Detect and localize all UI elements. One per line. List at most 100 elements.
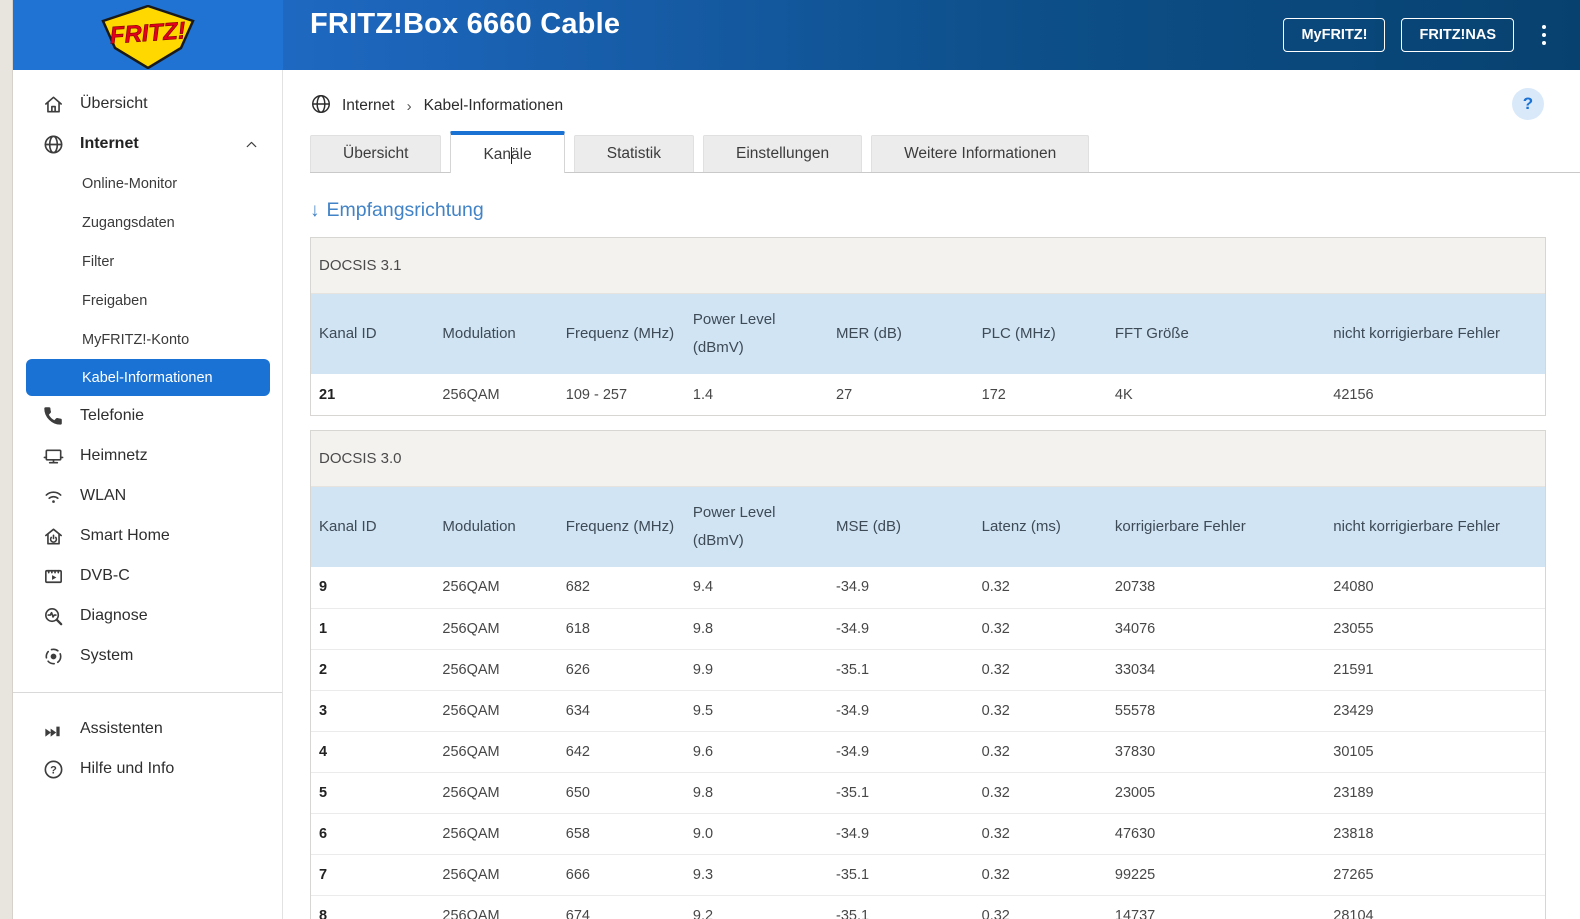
tab-einstellungen[interactable]: Einstellungen: [703, 135, 863, 172]
tab-bar: Übersicht Kanäle Statistik Einstellungen…: [310, 131, 1580, 173]
table-cell: -34.9: [828, 689, 974, 731]
table-cell: 256QAM: [434, 771, 558, 813]
kebab-menu-icon[interactable]: [1530, 17, 1558, 53]
myfritz-button[interactable]: MyFRITZ!: [1283, 18, 1386, 52]
table-cell: 256QAM: [434, 374, 558, 415]
assistant-icon: [41, 717, 65, 741]
help-icon: ?: [41, 757, 65, 781]
table-row: 6 256QAM 658 9.0 -34.9 0.32 47630 23818: [311, 812, 1545, 854]
table-cell: 37830: [1106, 730, 1326, 772]
sidebar-item-label: Zugangsdaten: [82, 214, 175, 231]
table-cell: 14737: [1106, 894, 1326, 919]
table-row: 9 256QAM 682 9.4 -34.9 0.32 20738 24080: [311, 567, 1545, 608]
docsis31-panel: DOCSIS 3.1 Kanal ID Modulation Frequenz (M…: [310, 237, 1546, 416]
table-cell: 256QAM: [434, 730, 558, 772]
sidebar-item-heimnetz[interactable]: Heimnetz: [13, 436, 282, 476]
column-header: Frequenz (MHz): [557, 487, 685, 567]
tv-icon: [41, 564, 65, 588]
sidebar-item-assistenten[interactable]: Assistenten: [13, 709, 282, 749]
sidebar-item-uebersicht[interactable]: Übersicht: [13, 84, 282, 124]
table-cell: 27265: [1325, 853, 1545, 895]
sidebar-item-label: Übersicht: [80, 95, 148, 112]
table-cell: 0.32: [973, 689, 1107, 731]
table-cell: 23429: [1325, 689, 1545, 731]
table-cell: 650: [557, 771, 685, 813]
column-header: PLC (MHz): [973, 294, 1107, 374]
home-icon: [41, 92, 65, 116]
table-cell: 0.32: [973, 894, 1107, 919]
down-arrow-icon: ↓: [310, 199, 320, 221]
fritz-logo[interactable]: FRITZ!: [100, 4, 196, 70]
column-header: Latenz (ms): [973, 487, 1107, 567]
main-content: Internet › Kabel-Informationen ? Übersic…: [283, 70, 1580, 919]
sidebar-item-telefonie[interactable]: Telefonie: [13, 396, 282, 436]
breadcrumb-kabel-informationen[interactable]: Kabel-Informationen: [423, 97, 564, 114]
logo-area: FRITZ!: [13, 0, 283, 70]
tab-statistik[interactable]: Statistik: [573, 135, 694, 172]
sidebar-item-system[interactable]: System: [13, 636, 282, 676]
globe-icon: [310, 93, 332, 120]
table-cell: -35.1: [828, 648, 974, 690]
table-cell: 5: [311, 771, 435, 813]
table-cell: 9.2: [684, 894, 829, 919]
sidebar-item-zugangsdaten[interactable]: Zugangsdaten: [13, 203, 282, 242]
sidebar-item-filter[interactable]: Filter: [13, 242, 282, 281]
table-cell: 9.8: [684, 771, 829, 813]
sidebar-item-internet[interactable]: Internet: [13, 124, 282, 164]
table-cell: -34.9: [828, 730, 974, 772]
sidebar-item-label: Heimnetz: [80, 447, 148, 464]
table-cell: 642: [557, 730, 685, 772]
table-cell: 9.0: [684, 812, 829, 854]
table-cell: 0.32: [973, 853, 1107, 895]
sidebar-item-label: MyFRITZ!-Konto: [82, 331, 190, 348]
breadcrumb-separator: ›: [406, 97, 412, 115]
sidebar-item-kabel-informationen[interactable]: Kabel-Informationen: [26, 359, 270, 396]
column-header: korrigierbare Fehler: [1106, 487, 1326, 567]
sidebar-item-online-monitor[interactable]: Online-Monitor: [13, 164, 282, 203]
tab-weitere-informationen[interactable]: Weitere Informationen: [871, 135, 1090, 172]
column-header: MER (dB): [828, 294, 974, 374]
tab-uebersicht[interactable]: Übersicht: [310, 135, 442, 172]
sidebar-item-freigaben[interactable]: Freigaben: [13, 281, 282, 320]
table-cell: 8: [311, 894, 435, 919]
sidebar-item-diagnose[interactable]: Diagnose: [13, 596, 282, 636]
sidebar-item-label: Diagnose: [80, 607, 148, 624]
table-cell: 658: [557, 812, 685, 854]
svg-text:?: ?: [50, 764, 57, 776]
sidebar-item-label: System: [80, 647, 134, 664]
table-cell: 1.4: [684, 374, 829, 415]
sidebar-item-label: Kabel-Informationen: [82, 369, 213, 386]
fritznas-button[interactable]: FRITZ!NAS: [1401, 18, 1514, 52]
table-cell: 21591: [1325, 648, 1545, 690]
table-cell: 33034: [1106, 648, 1326, 690]
tab-kanaele[interactable]: Kanäle: [450, 131, 565, 173]
table-cell: -35.1: [828, 853, 974, 895]
sidebar-item-dvb-c[interactable]: DVB-C: [13, 556, 282, 596]
sidebar-divider: [13, 692, 282, 693]
column-header: Kanal ID: [311, 294, 435, 374]
wifi-icon: [41, 484, 65, 508]
sidebar-item-hilfe-und-info[interactable]: ? Hilfe und Info: [13, 749, 282, 789]
table-cell: 4K: [1106, 374, 1326, 415]
diagnose-icon: [41, 604, 65, 628]
sidebar-item-smart-home[interactable]: Smart Home: [13, 516, 282, 556]
table-row: 8 256QAM 674 9.2 -35.1 0.32 14737 28104: [311, 894, 1545, 919]
sidebar-item-wlan[interactable]: WLAN: [13, 476, 282, 516]
table-cell: 2: [311, 648, 435, 690]
chevron-up-icon[interactable]: [243, 136, 260, 158]
sidebar-item-myfritz-konto[interactable]: MyFRITZ!-Konto: [13, 320, 282, 359]
table-cell: 0.32: [973, 812, 1107, 854]
help-button[interactable]: ?: [1512, 88, 1544, 120]
table-cell: 9.4: [684, 567, 829, 608]
smart-home-icon: [41, 524, 65, 548]
breadcrumb-internet[interactable]: Internet: [342, 97, 395, 114]
table-row: 4 256QAM 642 9.6 -34.9 0.32 37830 30105: [311, 730, 1545, 772]
table-cell: 28104: [1325, 894, 1545, 919]
table-cell: 674: [557, 894, 685, 919]
table-row: 2 256QAM 626 9.9 -35.1 0.32 33034 21591: [311, 648, 1545, 690]
table-cell: 0.32: [973, 648, 1107, 690]
table-cell: 256QAM: [434, 689, 558, 731]
column-header: MSE (dB): [828, 487, 974, 567]
table-cell: 4: [311, 730, 435, 772]
table-cell: 109 - 257: [557, 374, 685, 415]
